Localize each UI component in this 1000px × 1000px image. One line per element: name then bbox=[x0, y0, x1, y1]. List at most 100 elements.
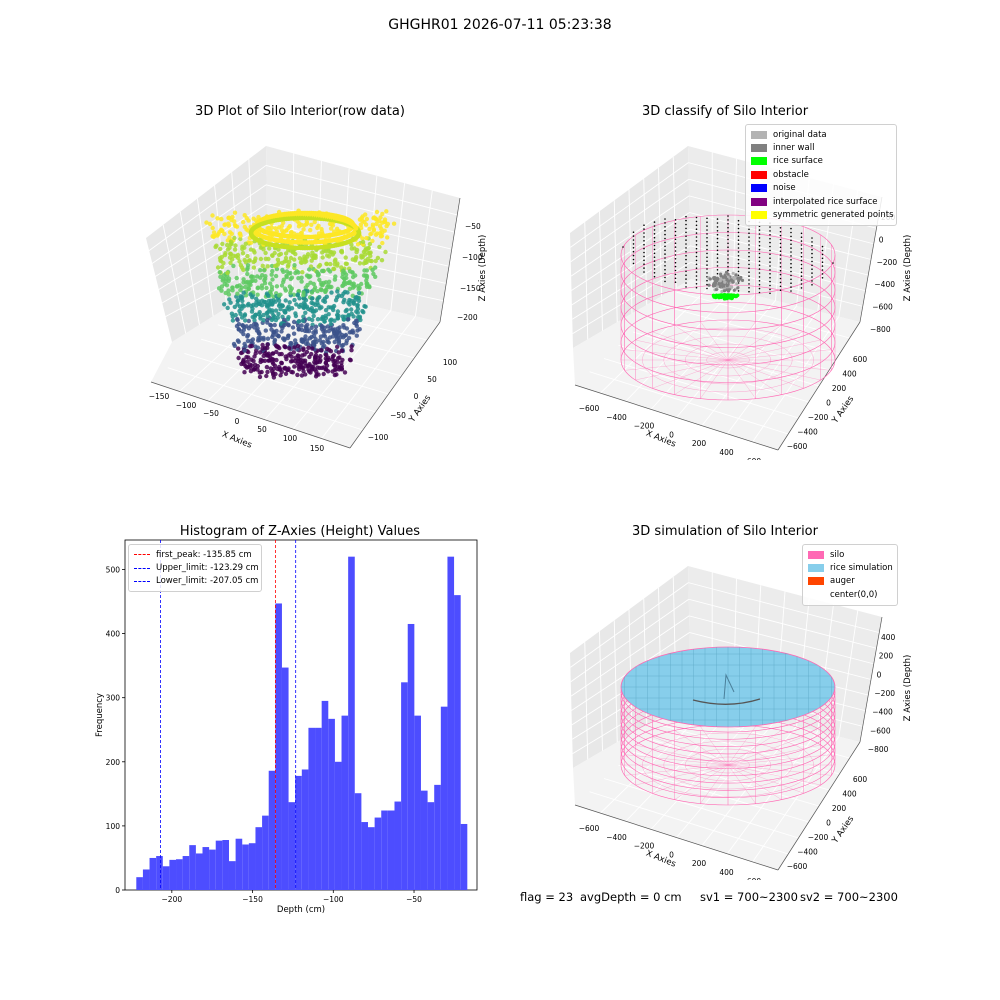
classify-x-tick-label: −200 bbox=[634, 422, 655, 431]
raw-point bbox=[301, 301, 306, 306]
histogram-bar bbox=[189, 845, 196, 890]
histogram-bar bbox=[341, 715, 349, 890]
classify-interp-point bbox=[790, 243, 792, 245]
classify-interp-point bbox=[664, 229, 666, 232]
raw-point bbox=[315, 365, 320, 370]
classify-interp-point bbox=[706, 252, 708, 255]
raw-x-tick-label: −150 bbox=[149, 392, 170, 401]
raw-point bbox=[226, 215, 231, 221]
raw-y-tick-label: −50 bbox=[390, 411, 406, 420]
classify-rice-surface bbox=[711, 293, 740, 301]
raw-point bbox=[232, 247, 238, 252]
histogram-bar bbox=[162, 866, 170, 890]
sim-silo-floor-ring bbox=[685, 748, 772, 782]
raw-point bbox=[315, 289, 320, 294]
raw-point bbox=[204, 220, 209, 225]
raw-3d-plot[interactable]: −150 −100 −50 0 50 100 150 100 50 0 −50 −100 −50 −100… bbox=[130, 130, 500, 460]
classify-rice-point bbox=[733, 294, 737, 298]
sim-silo-spoke bbox=[674, 764, 729, 800]
classify-interp-point bbox=[706, 264, 708, 266]
classify-interp-point bbox=[821, 265, 824, 267]
classify-grid bbox=[571, 212, 690, 291]
classify-interp-point bbox=[685, 239, 687, 241]
classify-interp-point bbox=[674, 238, 677, 241]
classify-interp-point bbox=[664, 226, 666, 228]
classify-interp-point bbox=[727, 226, 729, 229]
classify-interp-point bbox=[706, 233, 708, 235]
raw-point bbox=[328, 349, 334, 354]
legend-label: auger bbox=[830, 576, 855, 587]
raw-point bbox=[285, 306, 290, 311]
legend-swatch bbox=[751, 211, 767, 220]
classify-interp-point bbox=[758, 272, 761, 274]
classify-interp-point bbox=[758, 283, 761, 286]
histogram-legend: first_peak: -135.85 cm Upper_limit: -123.… bbox=[128, 544, 262, 593]
classify-y-tick-label: 0 bbox=[826, 399, 831, 408]
sim-y-tick-label: 200 bbox=[832, 804, 847, 813]
raw-point bbox=[373, 232, 379, 237]
raw-point bbox=[220, 241, 225, 247]
classify-interp-point bbox=[800, 259, 803, 262]
raw-point bbox=[255, 274, 260, 279]
raw-point bbox=[236, 327, 241, 332]
raw-point bbox=[314, 372, 319, 377]
classify-interp-point bbox=[674, 222, 677, 225]
histogram-chart[interactable]: −200 −150 −100 −50 0 100 200 300 400 500 Depth (cm… bbox=[80, 530, 490, 920]
flag-text: flag = 23 bbox=[520, 890, 574, 904]
raw-point bbox=[265, 226, 270, 231]
classify-silo-floor-ring bbox=[663, 335, 793, 385]
legend-swatch bbox=[751, 157, 767, 166]
sim-silo-floor-ring bbox=[706, 756, 750, 774]
raw-point bbox=[278, 306, 283, 312]
classify-interp-point bbox=[695, 283, 698, 285]
raw-point bbox=[294, 302, 299, 307]
raw-wall-back bbox=[266, 146, 460, 322]
raw-point bbox=[326, 248, 331, 253]
raw-point bbox=[264, 291, 270, 296]
classify-x-axis bbox=[574, 384, 779, 451]
raw-point bbox=[333, 257, 338, 262]
classify-interp-point bbox=[790, 255, 792, 257]
raw-grid bbox=[145, 223, 267, 298]
classify-interp-point bbox=[758, 244, 761, 247]
histogram-bar bbox=[281, 667, 289, 890]
raw-point bbox=[228, 242, 233, 247]
raw-point bbox=[269, 317, 275, 323]
classify-z-axis-label: Z Axies (Depth) bbox=[903, 235, 913, 302]
raw-point bbox=[354, 249, 359, 255]
sim-auger-mound bbox=[723, 673, 735, 700]
classify-interp-point bbox=[811, 252, 813, 255]
classify-silo-spoke bbox=[727, 331, 804, 361]
classify-interp-point bbox=[811, 256, 813, 259]
legend-item: first_peak: -135.85 cm bbox=[134, 548, 256, 561]
classify-interp-point bbox=[821, 249, 824, 252]
raw-x-tick-label: 50 bbox=[257, 425, 267, 434]
sim-x-tick-label: 200 bbox=[692, 859, 707, 868]
classify-interp-point bbox=[779, 266, 782, 268]
simulation-3d-plot[interactable]: −600−400−20002004006006004002000−200−400… bbox=[555, 550, 915, 880]
classify-interp-point bbox=[706, 237, 708, 239]
classify-interp-point bbox=[643, 251, 645, 254]
raw-point bbox=[363, 273, 368, 278]
raw-point bbox=[242, 348, 247, 353]
histogram-bar bbox=[460, 823, 468, 890]
classify-interp-point bbox=[811, 276, 813, 278]
classify-interp-point bbox=[716, 272, 719, 275]
classify-interp-point bbox=[643, 236, 645, 238]
legend-swatch bbox=[808, 591, 824, 599]
raw-point bbox=[272, 322, 277, 328]
raw-point bbox=[286, 366, 291, 371]
raw-point bbox=[296, 319, 301, 324]
raw-point bbox=[245, 359, 250, 364]
legend-swatch bbox=[808, 577, 824, 586]
classify-interp-point bbox=[790, 266, 792, 269]
raw-point bbox=[222, 302, 227, 307]
classify-y-axis-label: Y Axies bbox=[830, 394, 857, 426]
raw-point bbox=[245, 253, 250, 259]
histogram-bar bbox=[255, 827, 263, 890]
classify-silo-spoke bbox=[727, 359, 821, 381]
raw-point bbox=[262, 278, 267, 283]
raw-point bbox=[254, 296, 259, 301]
legend-label: inner wall bbox=[773, 143, 815, 154]
raw-point bbox=[341, 280, 347, 286]
